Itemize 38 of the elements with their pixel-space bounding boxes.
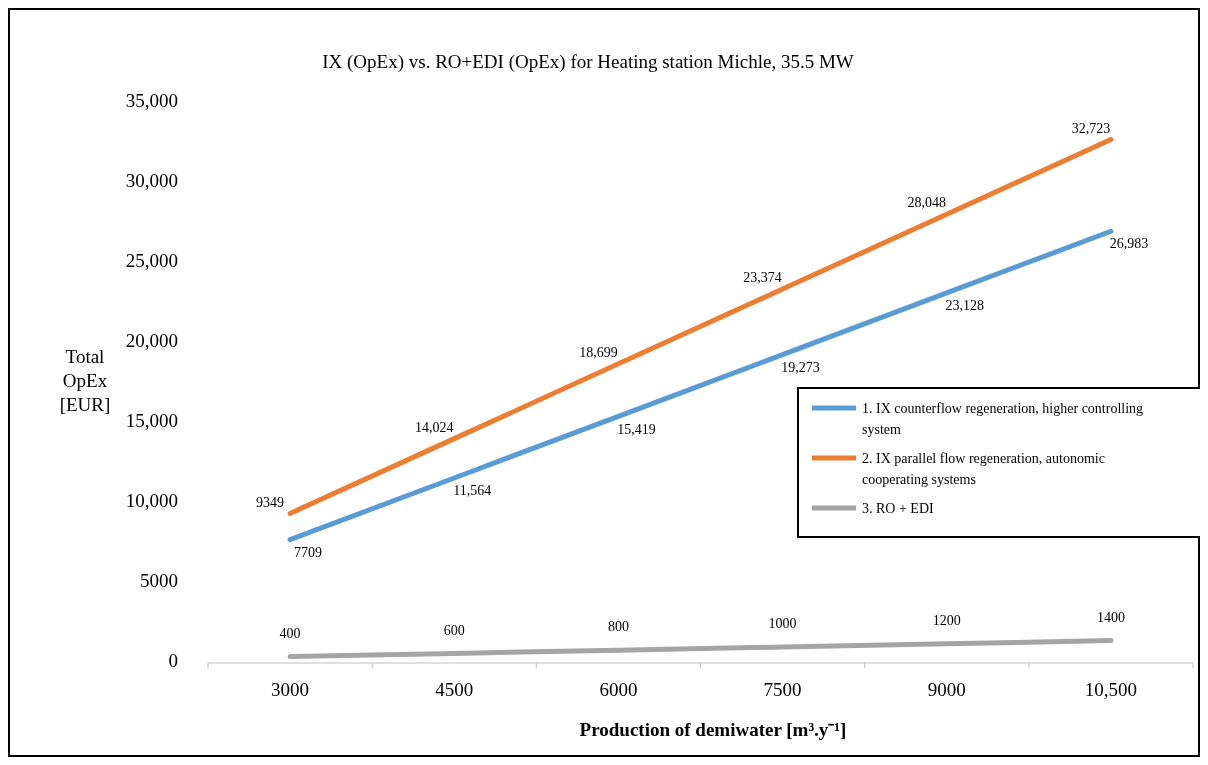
- y-tick-label: 5000: [140, 570, 178, 592]
- legend-label: 2. IX parallel flow regeneration, autonomic cooperating systems: [862, 451, 1105, 487]
- chart-title: IX (OpEx) vs. RO+EDI (OpEx) for Heating station Michle, 35.5 MW: [322, 51, 854, 73]
- data-label: 9349: [256, 494, 285, 510]
- data-label: 1000: [768, 616, 797, 632]
- data-label: 28,048: [907, 195, 946, 211]
- data-label: 14,024: [415, 419, 454, 435]
- data-label: 1400: [1096, 609, 1125, 625]
- y-tick-label: 35,000: [125, 90, 178, 112]
- data-label: 18,699: [579, 345, 618, 361]
- y-axis-title: Total OpEx [EUR]: [59, 346, 111, 415]
- x-tick-label: 9000: [927, 679, 966, 700]
- x-tick-label: 6000: [599, 679, 638, 700]
- data-label: 400: [279, 625, 301, 641]
- data-label: 11,564: [453, 483, 492, 499]
- legend-label: 3. RO + EDI: [862, 501, 935, 516]
- data-label: 26,983: [1109, 236, 1149, 252]
- data-label: 800: [607, 619, 629, 635]
- x-axis-title: Production of demiwater [m³.y⁻¹]: [579, 719, 847, 740]
- legend-label: 1. IX counterflow regeneration, higher controlling system: [862, 401, 1144, 437]
- data-label: 15,419: [617, 421, 656, 437]
- y-tick-label: 25,000: [125, 250, 178, 272]
- data-label: 7709: [294, 544, 323, 560]
- y-tick-label: 30,000: [125, 170, 178, 192]
- data-label: 32,723: [1071, 120, 1111, 136]
- x-tick-label: 4500: [435, 679, 474, 700]
- y-tick-label: 10,000: [125, 490, 178, 512]
- data-label: 23,128: [945, 298, 984, 314]
- y-tick-label: 15,000: [125, 410, 178, 432]
- y-tick-label: 0: [168, 650, 178, 672]
- data-label: 1200: [932, 613, 961, 629]
- data-label: 19,273: [781, 359, 820, 375]
- x-tick-label: 3000: [271, 679, 310, 700]
- data-label: 23,374: [743, 270, 782, 286]
- x-tick-label: 7500: [763, 679, 802, 700]
- x-tick-label: 10,500: [1084, 679, 1138, 700]
- data-label: 600: [443, 622, 465, 638]
- y-tick-label: 20,000: [125, 330, 178, 352]
